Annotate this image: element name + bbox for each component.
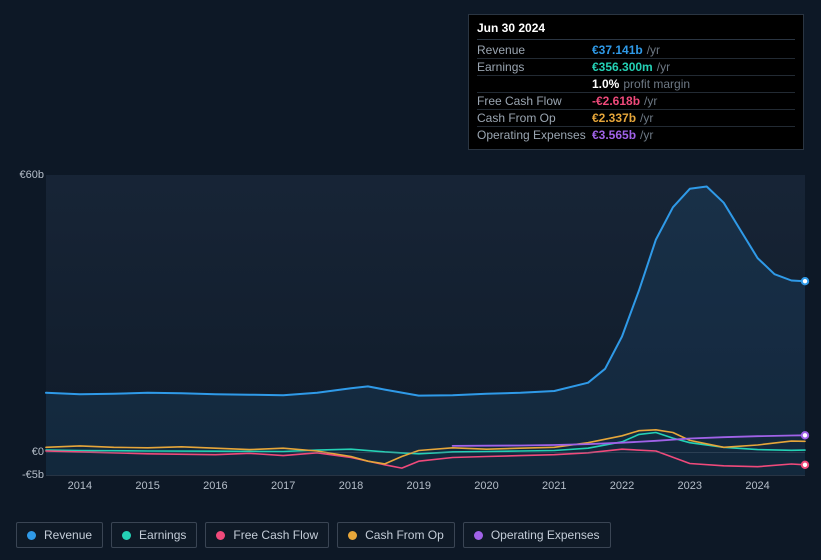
y-tick-label: €60b xyxy=(20,169,44,181)
tooltip-metric-unit: /yr xyxy=(644,94,657,108)
legend-label: Operating Expenses xyxy=(491,528,600,542)
tooltip-metric-unit: profit margin xyxy=(623,77,690,91)
x-tick-label: 2024 xyxy=(745,480,769,492)
tooltip-metric-value: €356.300m xyxy=(592,60,653,74)
series-end-marker-opex xyxy=(802,432,808,438)
tooltip-metric-value: -€2.618b xyxy=(592,94,640,108)
tooltip-row: Operating Expenses€3.565b/yr xyxy=(477,127,795,143)
tooltip-row: Earnings€356.300m/yr xyxy=(477,59,795,76)
plot-area[interactable] xyxy=(46,175,805,475)
x-tick-label: 2014 xyxy=(68,480,92,492)
legend-item-cash-from-op[interactable]: Cash From Op xyxy=(337,522,455,548)
x-tick-label: 2020 xyxy=(474,480,498,492)
y-tick-label: -€5b xyxy=(22,469,44,481)
tooltip-metric-value: €3.565b xyxy=(592,128,636,142)
legend-item-operating-expenses[interactable]: Operating Expenses xyxy=(463,522,611,548)
tooltip-metric-unit: /yr xyxy=(640,128,653,142)
x-tick-label: 2022 xyxy=(610,480,634,492)
y-axis: €60b €0 -€5b xyxy=(16,155,46,515)
legend-label: Revenue xyxy=(44,528,92,542)
tooltip-metric-label: Earnings xyxy=(477,60,592,74)
tooltip-row: Revenue€37.141b/yr xyxy=(477,42,795,59)
tooltip-metric-label: Cash From Op xyxy=(477,111,592,125)
tooltip-date: Jun 30 2024 xyxy=(477,21,795,40)
legend-swatch xyxy=(474,531,483,540)
legend-item-revenue[interactable]: Revenue xyxy=(16,522,103,548)
tooltip-row: 1.0% profit margin xyxy=(477,76,795,93)
tooltip-metric-value: 1.0% xyxy=(592,77,619,91)
x-tick-label: 2018 xyxy=(339,480,363,492)
chart-tooltip: Jun 30 2024 Revenue€37.141b/yrEarnings€3… xyxy=(468,14,804,150)
financials-chart: €60b€0-€5b 20142015201620172018201920202… xyxy=(16,155,805,515)
y-tick-label: €0 xyxy=(32,446,44,458)
tooltip-metric-label: Free Cash Flow xyxy=(477,94,592,108)
legend-label: Cash From Op xyxy=(365,528,444,542)
tooltip-metric-label: Revenue xyxy=(477,43,592,57)
legend-swatch xyxy=(27,531,36,540)
x-tick-label: 2017 xyxy=(271,480,295,492)
x-tick-label: 2021 xyxy=(542,480,566,492)
chart-legend: Revenue Earnings Free Cash Flow Cash From O… xyxy=(16,522,611,548)
tooltip-metric-label: Operating Expenses xyxy=(477,128,592,142)
legend-swatch xyxy=(348,531,357,540)
series-end-marker-revenue xyxy=(802,278,808,284)
tooltip-metric-unit: /yr xyxy=(640,111,653,125)
gridline xyxy=(46,452,805,453)
legend-label: Free Cash Flow xyxy=(233,528,318,542)
legend-item-free-cash-flow[interactable]: Free Cash Flow xyxy=(205,522,329,548)
tooltip-metric-value: €37.141b xyxy=(592,43,643,57)
legend-item-earnings[interactable]: Earnings xyxy=(111,522,197,548)
x-tick-label: 2023 xyxy=(678,480,702,492)
x-tick-label: 2019 xyxy=(406,480,430,492)
x-axis: 2014 2015 2016 2017 2018 2019 2020 2021 2022 2023… xyxy=(46,480,805,498)
gridline xyxy=(46,475,805,476)
series-area-revenue xyxy=(46,187,805,476)
legend-label: Earnings xyxy=(139,528,186,542)
x-tick-label: 2015 xyxy=(135,480,159,492)
tooltip-metric-value: €2.337b xyxy=(592,111,636,125)
tooltip-metric-unit: /yr xyxy=(657,60,670,74)
tooltip-metric-label xyxy=(477,77,592,91)
legend-swatch xyxy=(216,531,225,540)
tooltip-metric-unit: /yr xyxy=(647,43,660,57)
series-end-marker-fcf xyxy=(802,462,808,468)
x-tick-label: 2016 xyxy=(203,480,227,492)
tooltip-row: Cash From Op€2.337b/yr xyxy=(477,110,795,127)
tooltip-row: Free Cash Flow-€2.618b/yr xyxy=(477,93,795,110)
legend-swatch xyxy=(122,531,131,540)
